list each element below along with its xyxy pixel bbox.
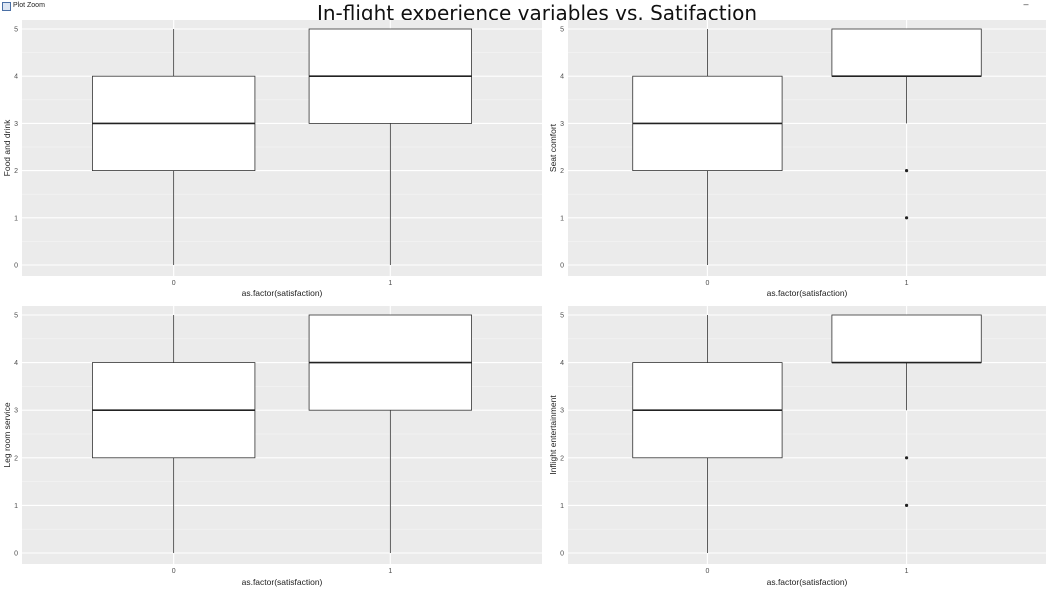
plot-window-icon [2, 2, 11, 11]
y-tick-label: 3 [14, 121, 18, 128]
outlier-point [904, 169, 909, 173]
y-tick-label: 5 [14, 27, 18, 34]
y-tick-label: 4 [14, 74, 18, 81]
y-tick-label: 1 [14, 215, 18, 222]
x-axis-label: as.factor(satisfaction) [767, 288, 848, 298]
y-tick-label: 1 [560, 215, 564, 222]
y-tick-label: 2 [14, 168, 18, 175]
x-axis-label: as.factor(satisfaction) [242, 577, 323, 587]
outlier-point [904, 456, 909, 460]
box [831, 314, 982, 363]
y-tick-label: 0 [560, 263, 564, 270]
x-tick-label: 0 [172, 568, 176, 575]
y-tick-label: 4 [14, 360, 18, 367]
window-title: Plot Zoom [13, 2, 45, 9]
y-tick-label: 4 [560, 360, 564, 367]
box [831, 28, 982, 77]
y-tick-label: 0 [560, 551, 564, 558]
y-tick-label: 2 [14, 455, 18, 462]
x-tick-label: 0 [705, 568, 709, 575]
y-tick-label: 5 [560, 313, 564, 320]
x-tick-label: 0 [172, 280, 176, 287]
y-axis-label: Seat comfort [548, 123, 558, 172]
y-tick-label: 3 [560, 121, 564, 128]
window-titlebar: Plot Zoom – [0, 0, 1046, 12]
y-tick-label: 1 [560, 503, 564, 510]
x-tick-label: 1 [388, 280, 392, 287]
y-axis-label: Leg room service [2, 402, 12, 467]
outlier-point [904, 216, 909, 220]
y-tick-label: 3 [560, 408, 564, 415]
x-tick-label: 0 [705, 280, 709, 287]
x-tick-label: 1 [905, 568, 909, 575]
y-tick-label: 2 [560, 455, 564, 462]
x-tick-label: 1 [388, 568, 392, 575]
y-tick-label: 0 [14, 551, 18, 558]
x-axis-label: as.factor(satisfaction) [767, 577, 848, 587]
y-axis-label: Inflight entertainment [548, 395, 558, 475]
y-tick-label: 5 [14, 313, 18, 320]
x-tick-label: 1 [905, 280, 909, 287]
outlier-point [904, 503, 909, 507]
y-tick-label: 3 [14, 408, 18, 415]
minimize-button[interactable]: – [1023, 0, 1029, 9]
y-tick-label: 4 [560, 74, 564, 81]
boxplot-panel-2: 0 1 2 3 4 5 0 1 as.factor(satisfaction) Seat comf… [548, 20, 1046, 298]
y-tick-label: 1 [14, 503, 18, 510]
y-axis-label: Food and drink [2, 119, 12, 176]
x-axis-label: as.factor(satisfaction) [242, 288, 323, 298]
boxplot-panel-4: 0 1 2 3 4 5 0 1 as.factor(satisfaction) Inflight … [548, 306, 1046, 587]
boxplot-panel-1: 0 1 2 3 4 5 0 1 as.factor(satisfaction) Food and … [2, 20, 542, 298]
y-tick-label: 5 [560, 27, 564, 34]
boxplot-panel-3: 0 1 2 3 4 5 0 1 as.factor(satisfaction) Leg room … [2, 306, 542, 587]
y-tick-label: 2 [560, 168, 564, 175]
y-tick-label: 0 [14, 263, 18, 270]
